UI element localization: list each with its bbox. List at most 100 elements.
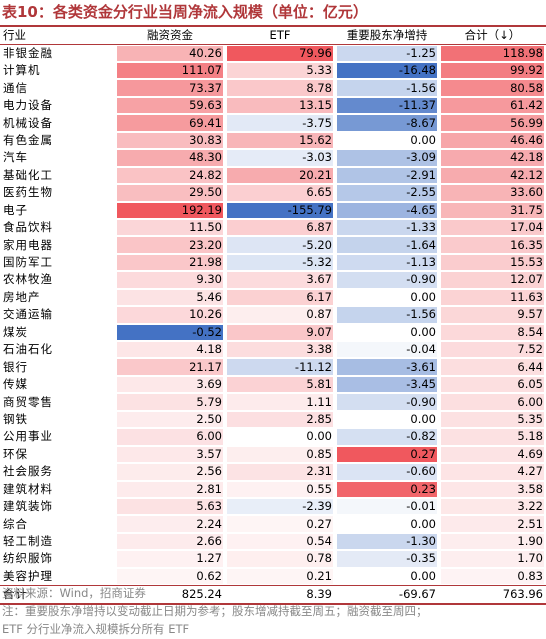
cell-value: 20.21	[299, 167, 332, 182]
heat-fill	[227, 97, 333, 114]
cell-value: 0.00	[410, 324, 436, 339]
cell-margin-financing: 2.56	[115, 463, 225, 480]
heat-fill	[117, 359, 223, 375]
cell-value: -0.52	[192, 324, 222, 339]
heat-fill	[337, 237, 437, 253]
footnote-2: ETF 分行业净流入规模拆分所有 ETF	[2, 622, 190, 636]
heat-fill	[441, 411, 544, 428]
cell-shareholder: -2.55	[335, 184, 439, 201]
heat-fill	[441, 132, 544, 149]
cell-value: 2.24	[196, 516, 222, 531]
cell-value: 3.38	[306, 342, 332, 357]
heat-fill	[117, 150, 223, 166]
cell-margin-financing: 69.41	[115, 114, 225, 131]
table-row: 交通运输 10.26 0.87 -1.56 9.57	[0, 306, 546, 323]
cell-etf: 0.27	[225, 515, 335, 532]
cell-total: 7.52	[439, 341, 546, 358]
cell-value: -5.32	[302, 255, 332, 270]
cell-shareholder: 0.00	[335, 324, 439, 341]
heat-fill	[117, 446, 223, 463]
cell-value: -1.13	[406, 255, 436, 270]
heat-fill	[337, 446, 437, 463]
cell-industry: 通信	[3, 80, 28, 95]
cell-etf: 2.85	[225, 411, 335, 428]
heat-fill	[227, 219, 333, 236]
cell-etf: -5.32	[225, 254, 335, 271]
cell-value: 2.85	[306, 411, 332, 426]
cell-total: 6.00	[439, 393, 546, 410]
heat-fill	[441, 324, 544, 340]
cell-total: 12.07	[439, 271, 546, 288]
heat-fill	[117, 533, 223, 550]
cell-industry: 农林牧渔	[3, 272, 53, 287]
cell-value: -0.35	[406, 551, 436, 566]
heat-fill	[227, 132, 333, 149]
cell-industry: 社会服务	[3, 464, 53, 479]
cell-value: 6.87	[306, 220, 332, 235]
cell-total: 80.58	[439, 79, 546, 96]
cell-total: 3.22	[439, 498, 546, 515]
cell-etf: 3.67	[225, 271, 335, 288]
heat-fill	[337, 63, 437, 79]
table-row: 基础化工 24.82 20.21 -2.91 42.12	[0, 167, 546, 184]
heat-fill	[117, 272, 223, 288]
heat-fill	[117, 115, 223, 131]
heat-fill	[117, 46, 223, 61]
heat-fill	[117, 132, 223, 149]
heat-fill	[441, 46, 544, 61]
cell-value: 29.50	[189, 185, 222, 200]
cell-value: -2.91	[406, 167, 436, 182]
cell-value: 0.83	[517, 568, 543, 583]
heat-fill	[117, 429, 223, 445]
cell-value: 0.62	[196, 568, 222, 583]
heat-fill	[441, 289, 544, 306]
cell-margin-financing: 3.69	[115, 376, 225, 393]
heat-fill	[117, 324, 223, 340]
heat-fill	[441, 446, 544, 463]
cell-industry: 交通运输	[3, 307, 53, 322]
cell-industry: 美容护理	[3, 568, 53, 583]
cell-shareholder: -0.90	[335, 271, 439, 288]
cell-value: 10.26	[189, 307, 222, 322]
cell-value: 5.63	[196, 499, 222, 514]
cell-total: 9.57	[439, 306, 546, 323]
cell-value: 4.27	[517, 464, 543, 479]
cell-value: 8.78	[306, 80, 332, 95]
heat-fill	[441, 481, 544, 497]
heat-fill	[227, 411, 333, 428]
heat-fill	[441, 551, 544, 567]
heat-fill	[227, 533, 333, 550]
cell-value: -0.60	[406, 464, 436, 479]
cell-value: 2.81	[196, 481, 222, 496]
cell-margin-financing: 5.63	[115, 498, 225, 515]
heat-fill	[227, 481, 333, 497]
cell-etf: -2.39	[225, 498, 335, 515]
cell-value: 1.90	[517, 534, 543, 549]
heat-fill	[337, 115, 437, 131]
cell-etf: 20.21	[225, 167, 335, 184]
cell-value: 4.69	[517, 446, 543, 461]
cell-margin-financing: 0.62	[115, 568, 225, 586]
cell-value: 6.44	[517, 359, 543, 374]
cell-etf: 1.11	[225, 393, 335, 410]
cell-industry: 建筑装饰	[3, 499, 53, 514]
cell-margin-financing: 4.18	[115, 341, 225, 358]
heat-fill	[227, 516, 333, 532]
heat-fill	[227, 568, 333, 584]
cell-value: -1.30	[406, 534, 436, 549]
header-etf: ETF	[225, 27, 335, 45]
heat-fill	[337, 394, 437, 410]
heat-fill	[227, 272, 333, 288]
cell-shareholder: -2.91	[335, 167, 439, 184]
heat-fill	[117, 80, 223, 96]
table-row: 农林牧渔 9.30 3.67 -0.90 12.07	[0, 271, 546, 288]
heat-fill	[441, 568, 544, 584]
cell-shareholder: -3.61	[335, 358, 439, 375]
heat-fill	[337, 219, 437, 236]
heat-fill	[337, 167, 437, 184]
cell-value: 1.70	[517, 551, 543, 566]
cell-total: 8.54	[439, 324, 546, 341]
heat-fill	[441, 342, 544, 358]
cell-value: -11.12	[294, 359, 332, 374]
cell-value: 79.96	[299, 46, 332, 60]
